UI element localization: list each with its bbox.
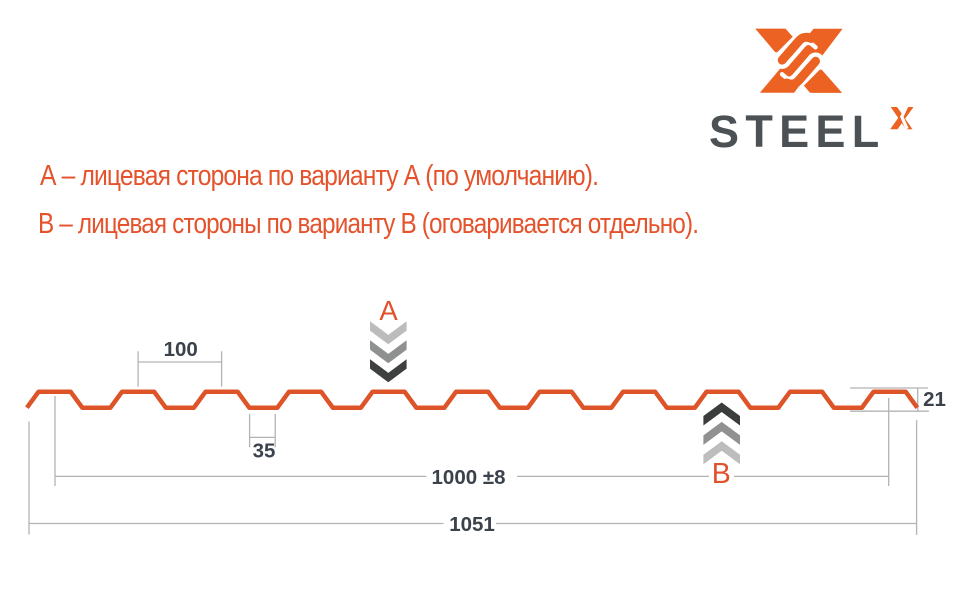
svg-text:1051: 1051 <box>449 513 495 536</box>
svg-text:B: B <box>712 458 731 490</box>
svg-text:100: 100 <box>164 338 198 361</box>
svg-text:1000 ±8: 1000 ±8 <box>432 466 506 489</box>
svg-text:21: 21 <box>923 388 946 411</box>
svg-text:A: A <box>379 295 398 326</box>
svg-text:35: 35 <box>253 440 276 463</box>
